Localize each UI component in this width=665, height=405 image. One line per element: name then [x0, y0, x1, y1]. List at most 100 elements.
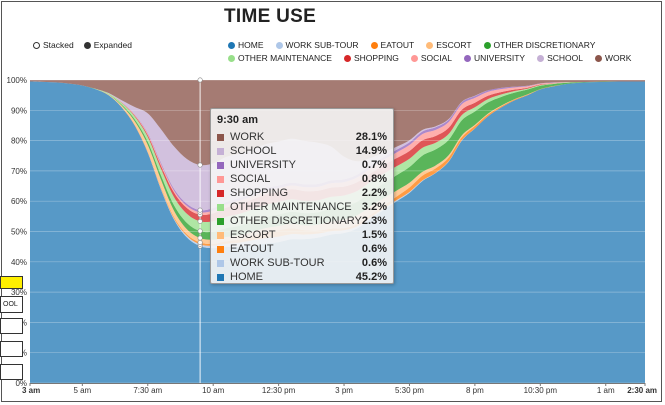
- tooltip-row-other-maintenance: OTHER MAINTENANCE 3.2%: [217, 200, 387, 214]
- legend-dot-icon: [410, 54, 418, 62]
- legend-dot-icon: [370, 41, 378, 49]
- tooltip-series-value: 2.2%: [361, 187, 387, 199]
- tooltip-series-name: OTHER MAINTENANCE: [230, 201, 352, 213]
- tooltip-series-value: 2.3%: [361, 215, 387, 227]
- tooltip-swatch: [217, 273, 224, 281]
- tooltip-row-eatout: EATOUT 0.6%: [217, 242, 387, 256]
- x-tick-label: 7:30 am: [133, 386, 162, 395]
- chart-title: TIME USE: [224, 6, 317, 27]
- tooltip-swatch: [217, 161, 224, 169]
- tooltip-series-name: EATOUT: [230, 243, 274, 255]
- legend-dot-icon: [464, 54, 472, 62]
- y-tick-label: 70%: [11, 167, 27, 176]
- legend-item-home[interactable]: HOME: [228, 40, 264, 50]
- tooltip-series-name: WORK SUB-TOUR: [230, 257, 325, 269]
- tooltip-row-other-discretionary: OTHER DISCRETIONARY 2.3%: [217, 214, 387, 228]
- legend-dot-icon: [594, 54, 602, 62]
- legend-label: SOCIAL: [420, 53, 453, 63]
- x-tick-label: 1 am: [597, 386, 615, 395]
- tooltip-series-value: 0.7%: [361, 159, 387, 171]
- y-tick-label: 90%: [11, 106, 27, 115]
- legend-label: ESCORT: [436, 40, 472, 50]
- legend-label: UNIVERSITY: [474, 53, 526, 63]
- tooltip-swatch: [217, 175, 224, 183]
- expanded-radio[interactable]: [83, 41, 91, 49]
- tooltip-series-name: UNIVERSITY: [230, 159, 297, 171]
- legend-item-university[interactable]: UNIVERSITY: [464, 53, 525, 63]
- legend-dot-icon: [537, 54, 545, 62]
- legend-label: OTHER DISCRETIONARY: [493, 40, 596, 50]
- hover-point-work: [197, 77, 203, 83]
- stacked-option[interactable]: Stacked: [33, 40, 74, 50]
- stacked-label: Stacked: [43, 40, 74, 50]
- tooltip-swatch: [217, 245, 224, 253]
- legend-item-shopping[interactable]: SHOPPING: [343, 53, 399, 63]
- tooltip-row-escort: ESCORT 1.5%: [217, 228, 387, 242]
- y-tick-label: 60%: [11, 197, 27, 206]
- hover-point-university: [197, 207, 203, 213]
- tooltip-row-university: UNIVERSITY 0.7%: [217, 158, 387, 172]
- y-tick-label: 80%: [11, 137, 27, 146]
- x-tick-label: 3 pm: [335, 386, 353, 395]
- hover-point-eatout: [197, 240, 203, 246]
- y-tick-label: 30%: [11, 288, 27, 297]
- legend-item-work-sub-tour[interactable]: WORK SUB-TOUR: [275, 40, 359, 50]
- legend-dot-icon: [275, 41, 283, 49]
- tooltip: 9:30 am WORK 28.1% SCHOOL 14.9% UNIVERSITY 0.…: [210, 108, 394, 284]
- left-color-swatch[interactable]: [0, 276, 23, 289]
- hover-point-other-maintenance: [197, 218, 203, 224]
- legend-item-work[interactable]: WORK: [594, 53, 631, 63]
- tooltip-series-value: 0.6%: [361, 257, 387, 269]
- tooltip-series-value: 0.8%: [361, 173, 387, 185]
- legend-item-eatout[interactable]: EATOUT: [370, 40, 414, 50]
- x-tick-label: 10:30 pm: [524, 386, 558, 395]
- stacked-radio[interactable]: [33, 41, 40, 49]
- legend-label: SCHOOL: [547, 53, 583, 63]
- tooltip-row-work: WORK 28.1%: [217, 130, 387, 144]
- tooltip-series-name: SOCIAL: [230, 173, 271, 185]
- x-tick-label: 2:30 am: [627, 386, 657, 395]
- left-box-2[interactable]: [0, 341, 23, 357]
- hover-point-other-discretionary: [197, 228, 203, 234]
- hover-point-school: [197, 162, 203, 168]
- tooltip-series-name: OTHER DISCRETIONARY: [230, 215, 362, 227]
- tooltip-series-value: 14.9%: [355, 145, 387, 157]
- legend-dot-icon: [228, 41, 235, 49]
- left-box-3[interactable]: [0, 364, 23, 380]
- left-label-box[interactable]: OOL: [0, 296, 23, 313]
- x-tick-label: 10 am: [202, 386, 225, 395]
- legend-dot-icon: [228, 54, 235, 62]
- y-tick-label: 40%: [11, 258, 27, 267]
- area-school: [30, 81, 645, 211]
- tooltip-series-value: 0.6%: [361, 243, 387, 255]
- area-home: [30, 81, 645, 383]
- tooltip-series-name: SHOPPING: [230, 187, 289, 199]
- tooltip-row-home: HOME 45.2%: [217, 270, 387, 284]
- left-box-1[interactable]: [0, 318, 23, 334]
- legend-dot-icon: [343, 54, 351, 62]
- x-tick-label: 5:30 pm: [395, 386, 424, 395]
- left-label-text: OOL: [3, 301, 18, 308]
- legend-item-social[interactable]: SOCIAL: [410, 53, 453, 63]
- tooltip-swatch: [217, 189, 224, 197]
- expanded-option[interactable]: Expanded: [83, 40, 133, 50]
- tooltip-swatch: [217, 231, 224, 239]
- x-tick-label: 12:30 pm: [262, 386, 296, 395]
- legend-label: WORK SUB-TOUR: [285, 40, 359, 50]
- legend-item-other-maintenance[interactable]: OTHER MAINTENANCE: [228, 53, 332, 63]
- area-escort: [30, 81, 645, 245]
- tooltip-title: 9:30 am: [217, 114, 258, 126]
- tooltip-swatch: [217, 259, 224, 267]
- legend-dot-icon: [483, 41, 491, 49]
- x-tick-label: 8 pm: [466, 386, 484, 395]
- tooltip-rows: WORK 28.1% SCHOOL 14.9% UNIVERSITY 0.7% SOCIAL…: [217, 130, 387, 284]
- legend-label: SHOPPING: [353, 53, 399, 63]
- legend-item-school[interactable]: SCHOOL: [537, 53, 583, 63]
- tooltip-swatch: [217, 203, 224, 211]
- x-tick-label: 5 am: [73, 386, 91, 395]
- legend-item-other-discretionary[interactable]: OTHER DISCRETIONARY: [483, 40, 596, 50]
- expanded-label: Expanded: [93, 40, 133, 50]
- tooltip-series-name: WORK: [230, 131, 265, 143]
- legend-item-escort[interactable]: ESCORT: [426, 40, 472, 50]
